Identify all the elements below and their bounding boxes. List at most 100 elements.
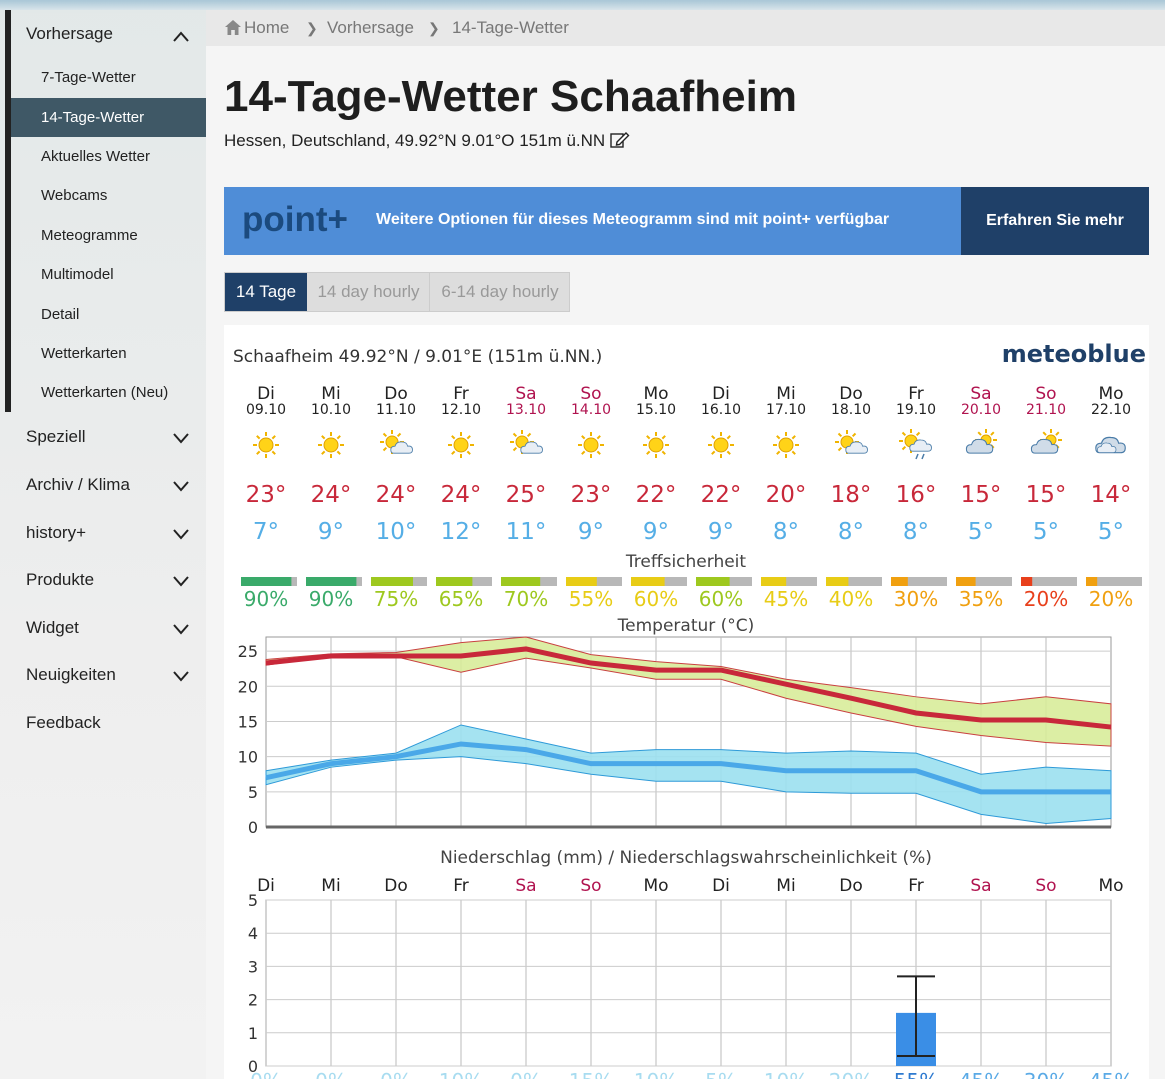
precip-probability: 55% bbox=[894, 1069, 938, 1079]
sidebar-item-wetterkarten-neu[interactable]: Wetterkarten (Neu) bbox=[41, 384, 169, 401]
y-tick-label: 20 bbox=[238, 677, 258, 696]
accuracy-value: 30% bbox=[894, 587, 938, 611]
precip-day-name: Mi bbox=[321, 876, 340, 896]
day-name: Mo bbox=[1098, 384, 1123, 404]
tab-14-day-hourly[interactable]: 14 day hourly bbox=[308, 273, 430, 311]
min-temp: 8° bbox=[773, 519, 799, 545]
sun-icon bbox=[318, 432, 344, 458]
tab-14-tage[interactable]: 14 Tage bbox=[225, 273, 307, 311]
location-subtitle: Hessen, Deutschland, 49.92°N 9.01°O 151m… bbox=[224, 131, 630, 151]
chevron-down-icon[interactable] bbox=[172, 620, 190, 638]
sun-icon bbox=[643, 432, 669, 458]
edit-icon[interactable] bbox=[610, 131, 630, 148]
sidebar-section-produkte[interactable]: Produkte bbox=[26, 570, 95, 589]
tab-6-14-day-hourly[interactable]: 6-14 day hourly bbox=[441, 282, 559, 301]
breadcrumb-home[interactable]: Home bbox=[244, 18, 290, 37]
max-temp: 20° bbox=[766, 482, 807, 508]
sidebar-section-history[interactable]: history+ bbox=[26, 523, 86, 542]
y-tick-label: 5 bbox=[248, 783, 258, 802]
home-icon[interactable] bbox=[225, 20, 241, 35]
precip-day-name: Mo bbox=[1098, 876, 1123, 896]
accuracy-bar bbox=[826, 577, 849, 586]
min-temp: 8° bbox=[838, 519, 864, 545]
sun-cloud-icon bbox=[510, 430, 543, 454]
day-date: 17.10 bbox=[766, 402, 806, 418]
breadcrumb-current: 14-Tage-Wetter bbox=[452, 18, 569, 37]
chevron-down-icon[interactable] bbox=[172, 667, 190, 685]
sidebar-item-meteogramme[interactable]: Meteogramme bbox=[41, 227, 138, 244]
day-date: 18.10 bbox=[831, 402, 871, 418]
sidebar-item-webcams[interactable]: Webcams bbox=[41, 187, 108, 204]
precip-plot-area bbox=[265, 899, 1112, 1067]
accuracy-bar-bg bbox=[891, 577, 947, 586]
sidebar-section-archiv[interactable]: Archiv / Klima bbox=[26, 475, 130, 494]
chevron-down-icon[interactable] bbox=[172, 429, 190, 447]
sidebar-item-7-tage[interactable]: 7-Tage-Wetter bbox=[41, 69, 136, 86]
pointplus-logo: point+ bbox=[242, 200, 348, 239]
accuracy-bar bbox=[696, 577, 730, 586]
day-name: Sa bbox=[970, 384, 991, 404]
day-date: 16.10 bbox=[701, 402, 741, 418]
accuracy-title: Treffsicherheit bbox=[625, 552, 746, 572]
max-temp: 25° bbox=[506, 482, 547, 508]
max-temp: 14° bbox=[1091, 482, 1132, 508]
banner-text: Weitere Optionen für dieses Meteogramm s… bbox=[376, 211, 890, 228]
precip-title: Niederschlag (mm) / Niederschlagswahrsch… bbox=[440, 848, 932, 868]
max-temp: 23° bbox=[571, 482, 612, 508]
day-date: 11.10 bbox=[376, 402, 416, 418]
day-date: 10.10 bbox=[311, 402, 351, 418]
sidebar-section-widget[interactable]: Widget bbox=[26, 618, 79, 637]
accuracy-value: 55% bbox=[569, 587, 613, 611]
max-temp: 18° bbox=[831, 482, 872, 508]
breadcrumb-vorhersage[interactable]: Vorhersage bbox=[327, 18, 414, 37]
accuracy-bar bbox=[1021, 577, 1033, 586]
tab-bar: 14 Tage 14 day hourly 6-14 day hourly bbox=[224, 272, 570, 312]
sidebar-section-feedback[interactable]: Feedback bbox=[26, 713, 101, 732]
breadcrumb-separator: ❯ bbox=[306, 20, 318, 36]
sidebar: Vorhersage 7-Tage-Wetter 14-Tage-Wetter … bbox=[0, 10, 206, 1079]
accuracy-bar bbox=[761, 577, 787, 586]
accuracy-bar bbox=[436, 577, 473, 586]
min-temp: 12° bbox=[441, 519, 482, 545]
page-title: 14-Tage-Wetter Schaafheim bbox=[224, 72, 797, 121]
day-date: 20.10 bbox=[961, 402, 1001, 418]
sidebar-item-14-tage[interactable]: 14-Tage-Wetter bbox=[11, 98, 206, 137]
accuracy-bar bbox=[1086, 577, 1098, 586]
chevron-down-icon[interactable] bbox=[172, 525, 190, 543]
precip-probability: 0% bbox=[315, 1069, 347, 1079]
day-name: Mi bbox=[321, 384, 340, 404]
chevron-down-icon[interactable] bbox=[172, 477, 190, 495]
min-temp: 11° bbox=[506, 519, 547, 545]
day-date: 22.10 bbox=[1091, 402, 1131, 418]
sidebar-item-multimodel[interactable]: Multimodel bbox=[41, 266, 114, 283]
sidebar-item-aktuelles-wetter[interactable]: Aktuelles Wetter bbox=[41, 148, 150, 165]
sidebar-section-vorhersage[interactable]: Vorhersage bbox=[26, 24, 113, 43]
accuracy-bar bbox=[566, 577, 597, 586]
sidebar-item-detail[interactable]: Detail bbox=[41, 306, 80, 323]
sidebar-section-neuigkeiten[interactable]: Neuigkeiten bbox=[26, 665, 116, 684]
sidebar-item-wetterkarten[interactable]: Wetterkarten bbox=[41, 345, 127, 362]
max-temp-range-band bbox=[265, 636, 1112, 747]
day-date: 21.10 bbox=[1026, 402, 1066, 418]
sidebar-section-speziell[interactable]: Speziell bbox=[26, 427, 86, 446]
min-temp: 9° bbox=[578, 519, 604, 545]
accuracy-bar bbox=[891, 577, 908, 586]
accuracy-bar bbox=[631, 577, 665, 586]
min-temp: 5° bbox=[1033, 519, 1059, 545]
accuracy-value: 35% bbox=[959, 587, 1003, 611]
accuracy-value: 20% bbox=[1024, 587, 1068, 611]
chevron-up-icon[interactable] bbox=[172, 28, 190, 46]
day-name: Mi bbox=[776, 384, 795, 404]
chevron-down-icon[interactable] bbox=[172, 572, 190, 590]
precip-probability: 10% bbox=[634, 1069, 678, 1079]
accuracy-bar-bg bbox=[826, 577, 882, 586]
location-text: Hessen, Deutschland, 49.92°N 9.01°O 151m… bbox=[224, 131, 606, 150]
precip-probability: 20% bbox=[829, 1069, 873, 1079]
sun-icon bbox=[448, 432, 474, 458]
max-temp-line bbox=[265, 646, 1112, 730]
learn-more-button[interactable]: Erfahren Sie mehr bbox=[961, 187, 1149, 255]
day-date: 13.10 bbox=[506, 402, 546, 418]
min-temp: 10° bbox=[376, 519, 417, 545]
accuracy-value: 75% bbox=[374, 587, 418, 611]
day-name: Fr bbox=[908, 384, 924, 404]
